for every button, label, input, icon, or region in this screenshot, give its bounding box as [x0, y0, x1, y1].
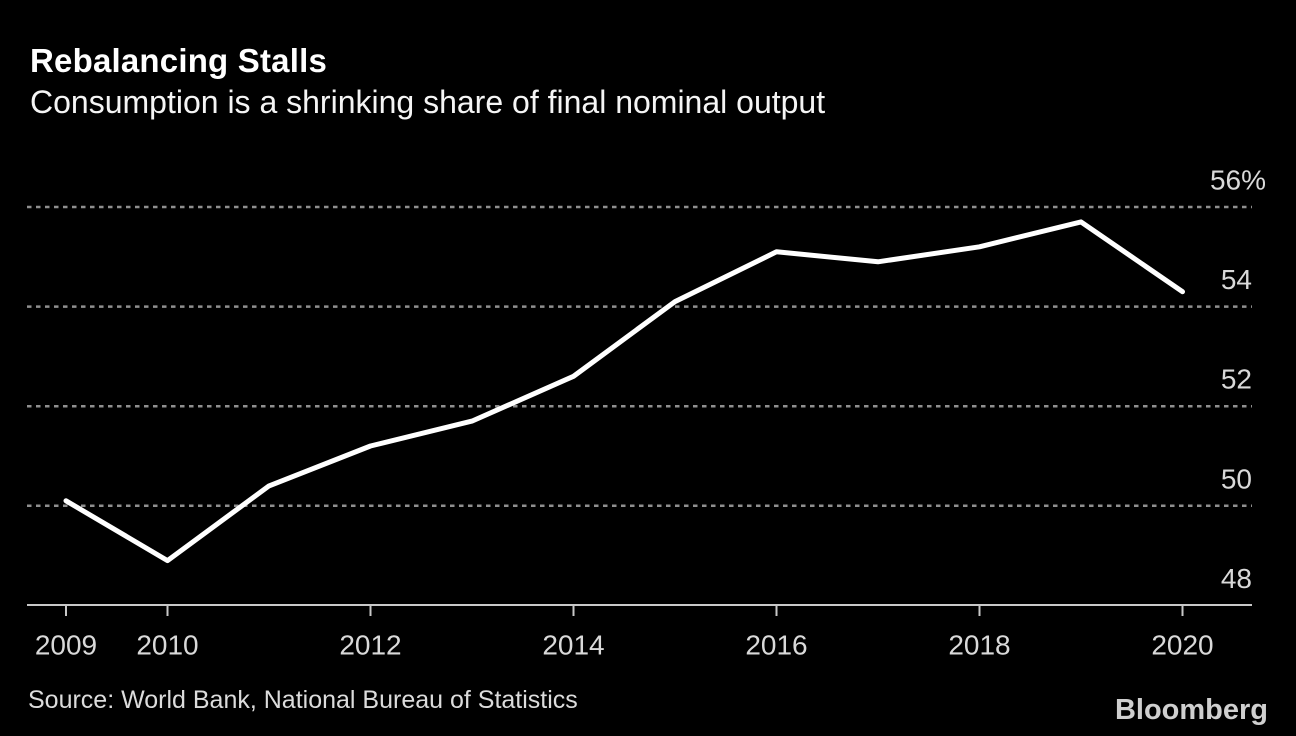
- y-axis-label-56: 56%: [1210, 165, 1266, 196]
- x-axis-label-2009: 2009: [35, 630, 97, 661]
- source-note: Source: World Bank, National Bureau of S…: [28, 686, 578, 714]
- x-axis-label-2018: 2018: [948, 630, 1010, 661]
- chart-subtitle: Consumption is a shrinking share of fina…: [30, 84, 826, 120]
- x-axis-label-2012: 2012: [339, 630, 401, 661]
- chart-title: Rebalancing Stalls: [30, 42, 328, 79]
- x-axis-label-2020: 2020: [1151, 630, 1213, 661]
- y-axis-label-48: 48: [1221, 563, 1252, 594]
- bloomberg-logo: Bloomberg: [1114, 694, 1268, 726]
- x-axis-label-2010: 2010: [136, 630, 198, 661]
- y-axis-label-54: 54: [1221, 264, 1252, 295]
- y-axis-label-50: 50: [1221, 463, 1252, 494]
- consumption-share-line: [63, 219, 1185, 564]
- y-axis-label-52: 52: [1221, 364, 1252, 395]
- x-axis-label-2014: 2014: [542, 630, 604, 661]
- x-axis-label-2016: 2016: [745, 630, 807, 661]
